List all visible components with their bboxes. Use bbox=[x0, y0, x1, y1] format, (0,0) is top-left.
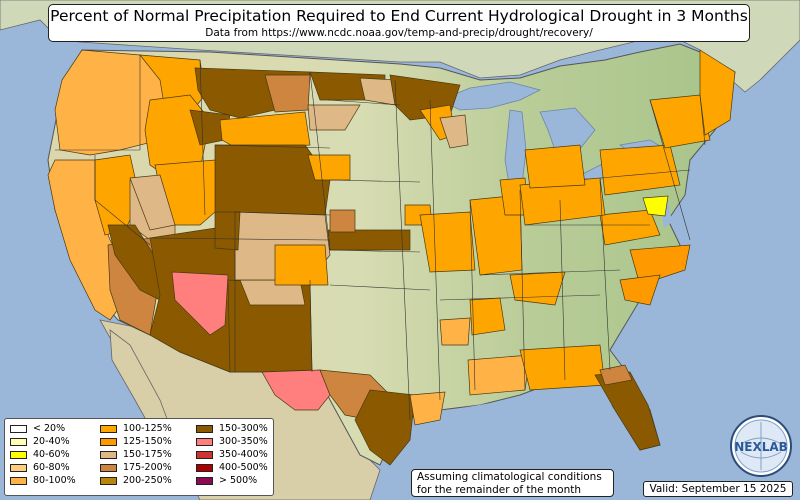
region-la bbox=[467, 354, 531, 396]
region-ny bbox=[649, 94, 711, 149]
legend-label: 175-200% bbox=[123, 462, 172, 473]
legend-item: 40-60% bbox=[10, 449, 70, 460]
legend-label: 350-400% bbox=[219, 449, 268, 460]
region-mo bbox=[419, 211, 476, 273]
legend-swatch bbox=[100, 450, 117, 459]
legend-label: 80-100% bbox=[33, 475, 76, 486]
legend-swatch bbox=[196, 437, 213, 446]
legend-item: 150-300% bbox=[196, 423, 268, 434]
legend-item: 300-350% bbox=[196, 436, 268, 447]
map-title: Percent of Normal Precipitation Required… bbox=[50, 7, 748, 25]
region-co-sw bbox=[214, 211, 241, 251]
legend-swatch bbox=[100, 476, 117, 485]
region-va bbox=[599, 209, 661, 246]
svg-text:NEXLAB: NEXLAB bbox=[734, 440, 788, 454]
legend-swatch bbox=[196, 463, 213, 472]
lake-superior bbox=[439, 81, 542, 111]
legend-item: 175-200% bbox=[100, 462, 172, 473]
region-ne-w bbox=[307, 154, 351, 181]
region-tx-coast bbox=[409, 391, 446, 426]
legend-label: 100-125% bbox=[123, 423, 172, 434]
legend-swatch bbox=[196, 476, 213, 485]
region-montana-e bbox=[264, 74, 311, 113]
region-ne bbox=[327, 229, 411, 251]
legend-item: 100-125% bbox=[100, 423, 172, 434]
legend-label: < 20% bbox=[33, 423, 66, 434]
region-az-pink bbox=[171, 271, 229, 336]
region-fl-n bbox=[599, 364, 633, 386]
region-co-e bbox=[274, 244, 329, 286]
region-al bbox=[519, 344, 606, 391]
legend-item: 60-80% bbox=[10, 462, 70, 473]
gulf-coast-water bbox=[395, 380, 612, 470]
legend-swatch bbox=[10, 463, 27, 472]
legend-item: 150-175% bbox=[100, 449, 172, 460]
legend-label: > 500% bbox=[219, 475, 258, 486]
legend-item: 200-250% bbox=[100, 475, 172, 486]
map-subtitle: Data from https://www.ncdc.noaa.gov/temp… bbox=[205, 27, 593, 39]
legend-label: 150-300% bbox=[219, 423, 268, 434]
legend-label: 200-250% bbox=[123, 475, 172, 486]
legend-label: 400-500% bbox=[219, 462, 268, 473]
legend-item: 350-400% bbox=[196, 449, 268, 460]
legend-swatch bbox=[196, 424, 213, 433]
legend-item: 20-40% bbox=[10, 436, 70, 447]
region-ky bbox=[509, 271, 566, 306]
region-fl bbox=[594, 371, 661, 451]
region-ar bbox=[439, 317, 471, 346]
legend-label: 150-175% bbox=[123, 449, 172, 460]
legend-swatch bbox=[10, 476, 27, 485]
region-utah-w bbox=[129, 174, 176, 231]
legend-item: 125-150% bbox=[100, 436, 172, 447]
region-sc bbox=[619, 274, 661, 306]
region-mi bbox=[524, 144, 586, 189]
note-line-1: Assuming climatological conditions bbox=[417, 471, 602, 483]
legend-label: 20-40% bbox=[33, 436, 70, 447]
region-ne-states bbox=[699, 49, 736, 136]
nexlab-logo: NEXLAB bbox=[730, 415, 792, 477]
legend-item: 80-100% bbox=[10, 475, 76, 486]
region-ks-n bbox=[329, 209, 356, 233]
legend-swatch bbox=[10, 424, 27, 433]
legend-swatch bbox=[100, 424, 117, 433]
legend-swatch bbox=[100, 463, 117, 472]
legend-label: 60-80% bbox=[33, 462, 70, 473]
legend-label: 125-150% bbox=[123, 436, 172, 447]
region-sd bbox=[307, 104, 361, 131]
note-line-2: for the remainder of the month bbox=[417, 483, 582, 496]
legend-swatch bbox=[100, 437, 117, 446]
legend-swatch bbox=[10, 450, 27, 459]
state-borders bbox=[55, 55, 706, 421]
legend-label: 40-60% bbox=[33, 449, 70, 460]
region-ms bbox=[469, 297, 506, 336]
legend-swatch bbox=[10, 437, 27, 446]
title-box: Percent of Normal Precipitation Required… bbox=[48, 4, 750, 42]
region-nc bbox=[629, 244, 691, 286]
legend-swatch bbox=[196, 450, 213, 459]
legend-item: < 20% bbox=[10, 423, 65, 434]
legend-label: 300-350% bbox=[219, 436, 268, 447]
assumption-note: Assuming climatological conditions for t… bbox=[411, 469, 614, 497]
valid-date: Valid: September 15 2025 bbox=[643, 481, 793, 497]
legend: < 20% 20-40% 40-60% 60-80% 80-100% 100-1… bbox=[4, 418, 274, 496]
region-md bbox=[642, 195, 669, 217]
drought-regions bbox=[47, 49, 736, 466]
region-pa bbox=[599, 144, 681, 196]
region-wi bbox=[439, 114, 469, 149]
legend-item: 400-500% bbox=[196, 462, 268, 473]
legend-item: > 500% bbox=[196, 475, 257, 486]
